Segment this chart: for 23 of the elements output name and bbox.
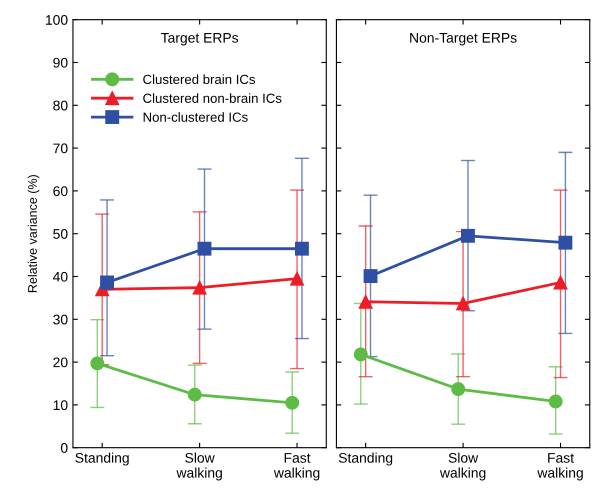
y-tick-label: 90 xyxy=(53,58,68,68)
legend-label: Clustered brain ICs xyxy=(143,74,256,84)
legend-label: Non-clustered ICs xyxy=(144,112,248,122)
x-tick-label: Standing xyxy=(75,452,129,466)
y-tick-label: 70 xyxy=(53,143,68,154)
y-tick-label: 20 xyxy=(53,357,68,368)
y-tick-label: 80 xyxy=(53,100,68,110)
y-tick-label: 50 xyxy=(53,229,68,239)
x-tick-label: Fast walking xyxy=(274,453,320,480)
y-axis-title: Relative variance (%) xyxy=(28,175,40,292)
x-tick-label: Standing xyxy=(338,452,392,466)
x-tick-label: Slow walking xyxy=(176,452,222,480)
y-tick-label: 40 xyxy=(52,272,68,282)
y-tick-label: 100 xyxy=(46,15,68,25)
y-tick-label: 0 xyxy=(60,443,68,453)
text: Non-Target ERPs xyxy=(410,33,517,46)
y-tick-label: 30 xyxy=(53,314,68,324)
x-tick-label: Fast walking xyxy=(537,453,583,480)
x-tick-label: Slow walking xyxy=(440,452,486,480)
legend-label: Clustered non-brain ICs xyxy=(143,93,282,103)
text: Target ERPs xyxy=(160,33,238,46)
y-tick-label: 60 xyxy=(53,186,68,196)
y-tick-label: 10 xyxy=(54,400,68,410)
